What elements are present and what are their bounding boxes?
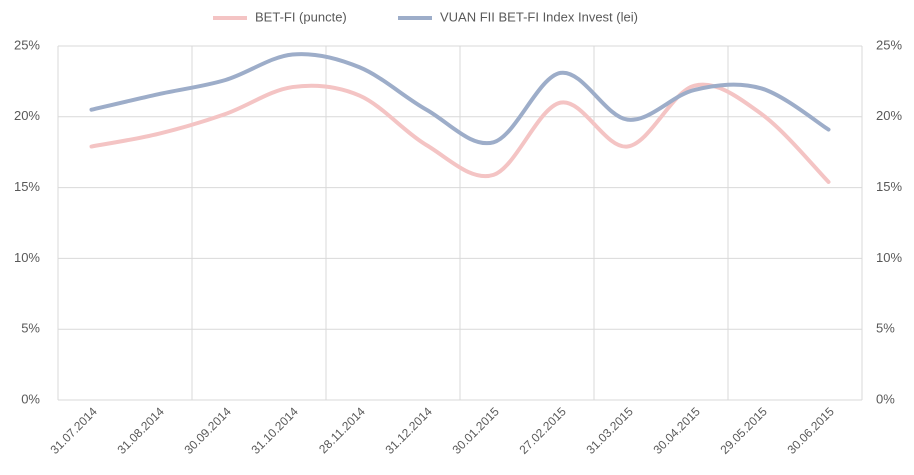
x-tick-label: 27.02.2015 — [516, 404, 569, 457]
legend-label: BET-FI (puncte) — [255, 9, 347, 24]
x-tick-label: 30.06.2015 — [784, 404, 837, 457]
y2-tick-label: 25% — [876, 37, 902, 52]
y2-tick-label: 5% — [876, 321, 895, 336]
y2-tick-label: 0% — [876, 391, 895, 406]
y-tick-label: 25% — [14, 37, 40, 52]
y-tick-label: 15% — [14, 179, 40, 194]
y-tick-label: 20% — [14, 108, 40, 123]
x-tick-label: 31.08.2014 — [114, 404, 167, 457]
y-tick-label: 0% — [21, 391, 40, 406]
y-tick-label: 5% — [21, 321, 40, 336]
x-tick-label: 30.01.2015 — [449, 404, 502, 457]
x-tick-label: 31.07.2014 — [47, 404, 100, 457]
x-tick-label: 29.05.2015 — [717, 404, 770, 457]
series-line — [89, 82, 831, 184]
y2-tick-label: 10% — [876, 250, 902, 265]
x-tick-label: 30.04.2015 — [650, 404, 703, 457]
x-tick-label: 31.10.2014 — [248, 404, 301, 457]
legend-item: VUAN FII BET-FI Index Invest (lei) — [398, 9, 638, 24]
legend-item: BET-FI (puncte) — [213, 9, 347, 24]
y2-tick-label: 15% — [876, 179, 902, 194]
x-tick-label: 30.09.2014 — [181, 404, 234, 457]
x-tick-label: 31.03.2015 — [583, 404, 636, 457]
series-line — [89, 52, 831, 146]
x-tick-label: 28.11.2014 — [316, 404, 368, 456]
x-tick-label: 31.12.2014 — [382, 404, 435, 457]
legend-label: VUAN FII BET-FI Index Invest (lei) — [440, 9, 638, 24]
y-tick-label: 10% — [14, 250, 40, 265]
y2-tick-label: 20% — [876, 108, 902, 123]
